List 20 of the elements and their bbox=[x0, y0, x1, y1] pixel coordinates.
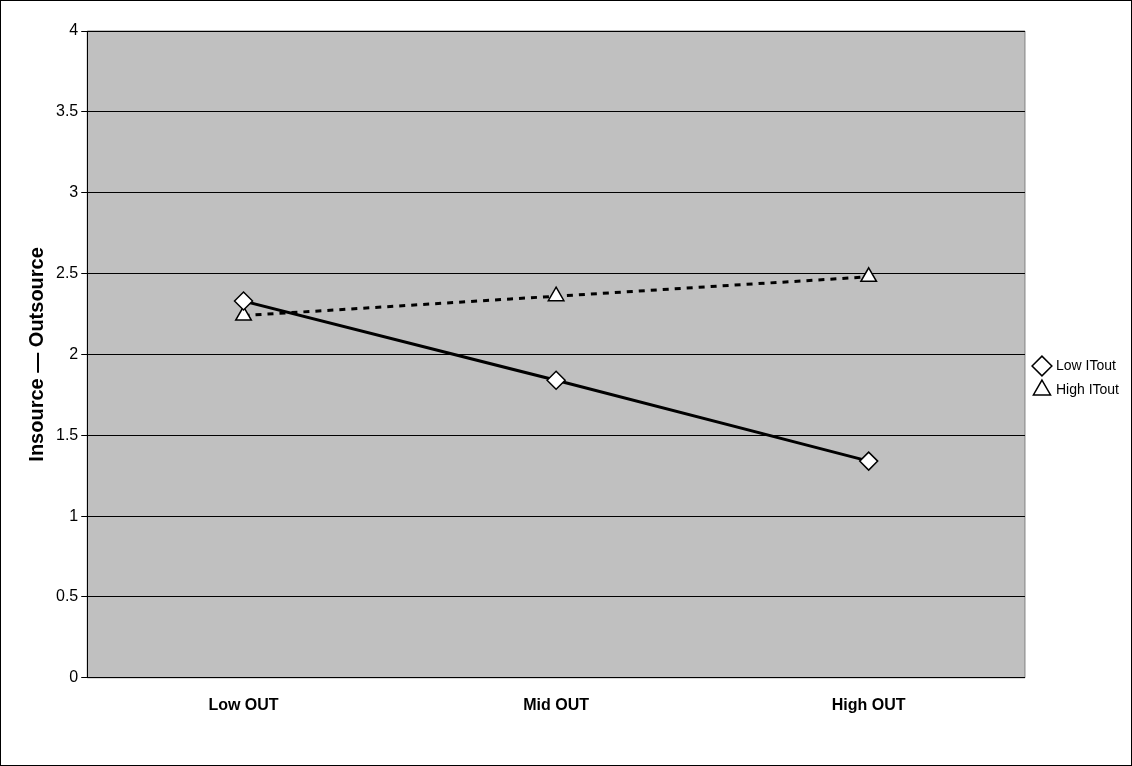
y-tick-label: 2 bbox=[69, 344, 79, 362]
legend-label: Low ITout bbox=[1055, 356, 1116, 373]
y-tick-label: 1.5 bbox=[55, 425, 79, 443]
y-axis-title: Insource — Outsource bbox=[24, 247, 47, 462]
y-tick-label: 0.5 bbox=[55, 587, 79, 605]
point bbox=[547, 286, 565, 302]
y-tick-label: 4 bbox=[69, 21, 79, 39]
x-tick-label: Low OUT bbox=[208, 695, 279, 713]
legend-label: High ITout bbox=[1055, 380, 1120, 397]
x-tick-label: Mid OUT bbox=[523, 695, 590, 713]
y-tick-label: 3.5 bbox=[55, 102, 79, 120]
y-tick-label: 0 bbox=[69, 668, 79, 686]
point bbox=[233, 291, 254, 311]
y-tick-label: 1 bbox=[69, 506, 79, 524]
y-tick-label: 2.5 bbox=[55, 263, 79, 281]
point bbox=[546, 370, 566, 391]
x-tick-label: High OUT bbox=[831, 695, 906, 713]
point bbox=[860, 267, 878, 283]
y-tick-label: 3 bbox=[69, 183, 79, 201]
point bbox=[858, 451, 879, 471]
